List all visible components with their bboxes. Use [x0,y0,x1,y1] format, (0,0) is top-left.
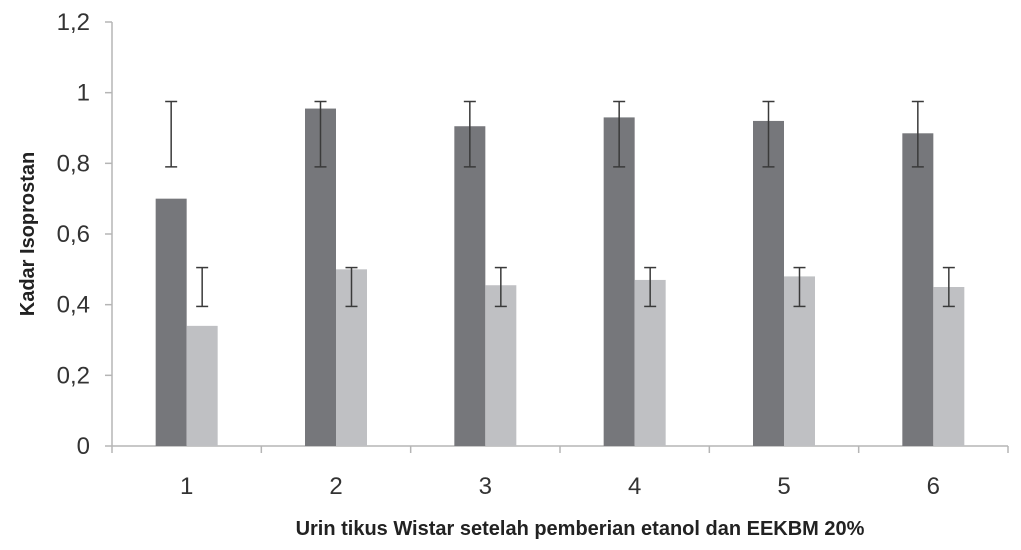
bars-group [155,108,965,447]
x-tick-label: 5 [777,473,790,500]
y-tick-label: 0,8 [57,150,90,177]
bar [753,120,784,446]
x-axis-title: Urin tikus Wistar setelah pemberian etan… [296,518,865,540]
bar [454,126,486,446]
x-tick-label: 3 [479,473,492,500]
y-tick-label: 0 [77,433,90,460]
bar [603,117,635,447]
bar [902,133,934,447]
error-bars-group [165,100,955,308]
bar [155,198,187,446]
bar [186,325,218,446]
bar [933,287,965,446]
bar [485,285,517,446]
y-tick-label: 0,6 [57,221,90,248]
bar [634,279,666,446]
x-axis-ticks: 1 2 3 4 5 6 [111,446,1009,500]
x-tick-label: 2 [329,473,342,500]
y-tick-label: 1 [77,80,90,107]
y-tick-label: 0,4 [57,292,90,319]
x-tick-label: 1 [180,473,193,500]
y-tick-label: 1,2 [57,9,90,36]
y-axis-title: Kadar Isoprostan [17,152,39,316]
y-axis-ticks: 0 0,2 0,4 0,6 0,8 1 1,2 [57,9,112,460]
y-tick-label: 0,2 [57,362,90,389]
x-tick-label: 4 [628,473,641,500]
x-tick-label: 6 [927,473,940,500]
